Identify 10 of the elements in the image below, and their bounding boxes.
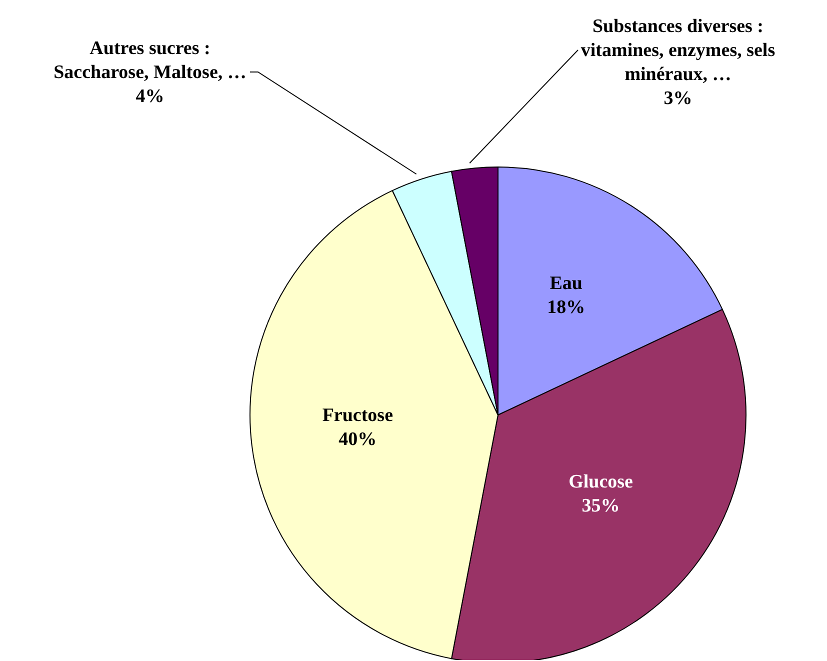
slice-label: Substances diverses : vitamines, enzymes, sels minéraux, … [580,16,776,84]
data-label: 3% [664,88,692,108]
data-label: 4% [136,86,164,106]
slice-label: Fructose [322,404,394,426]
data-label: 40% [338,428,377,450]
data-label: 35% [582,495,620,516]
data-label: 18% [547,296,586,318]
slice-label: Autres sucres : Saccharose, Maltose, … [54,38,246,82]
slice-label: Glucose [568,471,633,492]
slice-label: Eau [550,272,583,294]
